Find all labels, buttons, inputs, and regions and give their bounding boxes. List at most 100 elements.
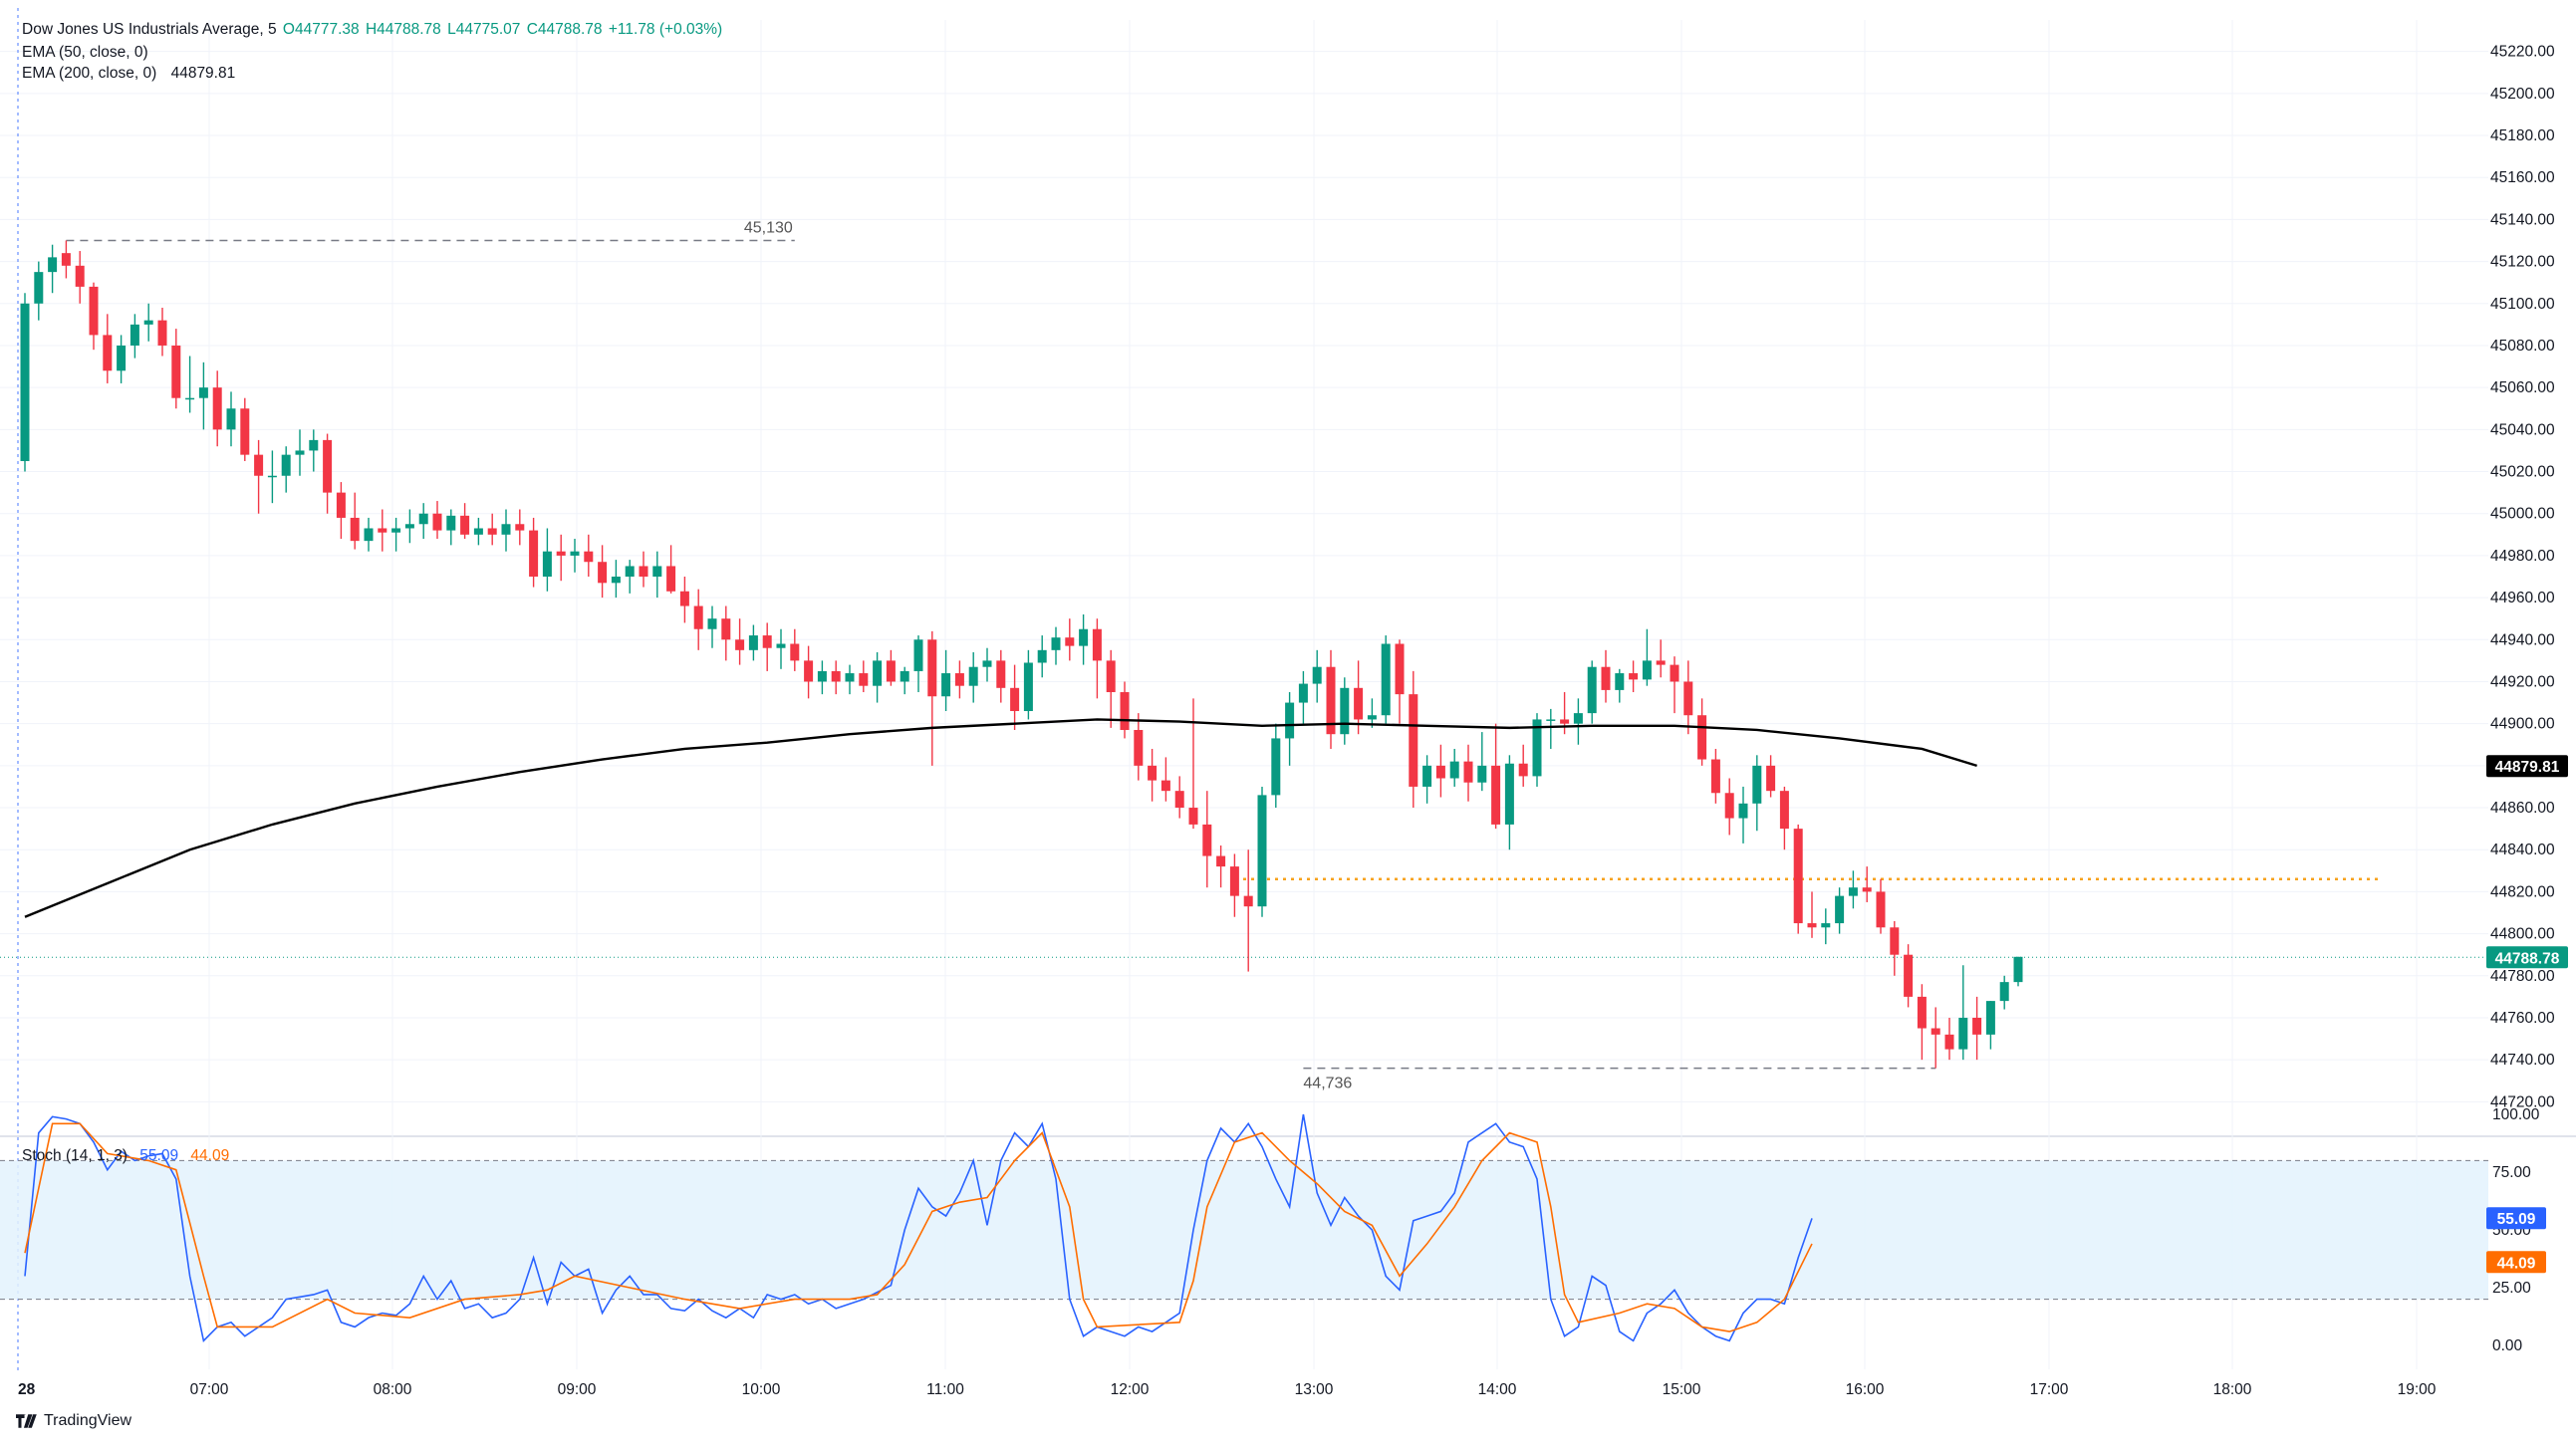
candle-body[interactable] — [900, 670, 909, 682]
candle-body[interactable] — [1188, 808, 1198, 825]
ema200-line[interactable] — [24, 718, 1977, 918]
candle-body[interactable] — [735, 639, 745, 650]
candle-body[interactable] — [1601, 666, 1611, 690]
candle-body[interactable] — [1999, 982, 2009, 1002]
candle-body[interactable] — [1174, 791, 1184, 809]
candle-body[interactable] — [1134, 729, 1144, 766]
candle-body[interactable] — [1491, 765, 1501, 825]
candle-body[interactable] — [1271, 738, 1281, 796]
candle-body[interactable] — [666, 566, 676, 592]
candle-body[interactable] — [1876, 891, 1886, 928]
candle-body[interactable] — [157, 320, 167, 346]
candle-body[interactable] — [652, 566, 662, 577]
candle-body[interactable] — [1904, 954, 1914, 997]
candle-body[interactable] — [1724, 793, 1734, 819]
candle-body[interactable] — [1079, 628, 1089, 646]
candle-body[interactable] — [240, 408, 250, 455]
candle-body[interactable] — [1573, 713, 1583, 724]
candle-body[interactable] — [1367, 715, 1377, 720]
candle-body[interactable] — [1395, 643, 1405, 695]
candle-body[interactable] — [1615, 673, 1625, 690]
candle-body[interactable] — [404, 524, 414, 529]
candle-body[interactable] — [790, 643, 800, 661]
stoch-legend[interactable]: Stoch (14, 1, 3) 55.09 44.09 — [22, 1147, 229, 1165]
candle-body[interactable] — [1257, 795, 1267, 907]
candle-body[interactable] — [1435, 765, 1445, 779]
candle-body[interactable] — [1532, 719, 1542, 777]
candle-body[interactable] — [364, 528, 374, 542]
candle-body[interactable] — [611, 577, 621, 584]
candle-body[interactable] — [1216, 855, 1226, 867]
candle-body[interactable] — [129, 324, 139, 346]
candle-body[interactable] — [707, 618, 717, 629]
candle-body[interactable] — [254, 454, 264, 476]
candle-body[interactable] — [1835, 895, 1845, 924]
candle-body[interactable] — [143, 320, 153, 325]
candle-body[interactable] — [1285, 702, 1295, 739]
candle-body[interactable] — [1697, 715, 1707, 760]
candle-body[interactable] — [1340, 687, 1350, 735]
candle-body[interactable] — [1560, 719, 1570, 724]
candle-body[interactable] — [776, 643, 786, 648]
candle-body[interactable] — [185, 397, 195, 400]
candle-body[interactable] — [1106, 660, 1116, 693]
candle-body[interactable] — [281, 454, 291, 476]
candle-body[interactable] — [1546, 719, 1556, 721]
candle-body[interactable] — [1010, 687, 1020, 712]
candle-body[interactable] — [625, 566, 635, 577]
candle-body[interactable] — [1229, 866, 1239, 896]
candle-body[interactable] — [117, 345, 127, 371]
candle-body[interactable] — [323, 439, 333, 493]
candle-body[interactable] — [529, 530, 539, 577]
candle-body[interactable] — [954, 673, 964, 686]
stoch-d-line[interactable] — [24, 1122, 1813, 1332]
candle-body[interactable] — [1862, 887, 1872, 892]
candle-body[interactable] — [1051, 637, 1061, 650]
candle-body[interactable] — [350, 517, 360, 542]
candle-body[interactable] — [1477, 765, 1487, 783]
candle-body[interactable] — [1642, 660, 1652, 680]
candle-body[interactable] — [584, 551, 594, 563]
candle-body[interactable] — [2013, 956, 2023, 983]
candle-body[interactable] — [446, 515, 456, 531]
candle-body[interactable] — [1766, 765, 1776, 792]
candle-body[interactable] — [859, 673, 869, 686]
tradingview-brand[interactable]: TradingView — [16, 1412, 131, 1430]
candle-body[interactable] — [418, 513, 428, 525]
candle-body[interactable] — [1326, 666, 1336, 735]
candle-body[interactable] — [89, 286, 99, 336]
candle-body[interactable] — [1518, 763, 1528, 777]
candle-body[interactable] — [831, 670, 841, 682]
candle-body[interactable] — [1312, 666, 1322, 684]
candle-body[interactable] — [267, 475, 277, 478]
stoch-k-line[interactable] — [24, 1113, 1813, 1342]
candle-body[interactable] — [1683, 681, 1693, 716]
candle-body[interactable] — [1710, 759, 1720, 794]
candle-body[interactable] — [501, 524, 511, 535]
candle-body[interactable] — [48, 257, 58, 273]
candle-body[interactable] — [1793, 829, 1803, 924]
candle-body[interactable] — [1931, 1028, 1940, 1035]
candle-body[interactable] — [336, 492, 346, 518]
candle-body[interactable] — [1504, 763, 1514, 825]
candle-body[interactable] — [1972, 1017, 1982, 1035]
candle-body[interactable] — [886, 660, 896, 682]
candle-body[interactable] — [1463, 761, 1473, 783]
candle-body[interactable] — [1629, 673, 1639, 680]
candle-body[interactable] — [1065, 637, 1075, 646]
candle-body[interactable] — [20, 303, 30, 461]
candle-body[interactable] — [1807, 923, 1817, 928]
candle-body[interactable] — [679, 591, 689, 606]
candle-body[interactable] — [487, 528, 497, 535]
candle-body[interactable] — [1298, 683, 1308, 703]
candle-body[interactable] — [845, 673, 855, 682]
candle-body[interactable] — [721, 618, 731, 640]
candle-body[interactable] — [1752, 765, 1762, 804]
candle-body[interactable] — [1587, 666, 1597, 714]
candle-body[interactable] — [1738, 803, 1748, 819]
candle-body[interactable] — [1160, 780, 1170, 792]
candle-body[interactable] — [1120, 692, 1130, 730]
candle-body[interactable] — [171, 345, 181, 398]
candle-body[interactable] — [817, 670, 827, 682]
